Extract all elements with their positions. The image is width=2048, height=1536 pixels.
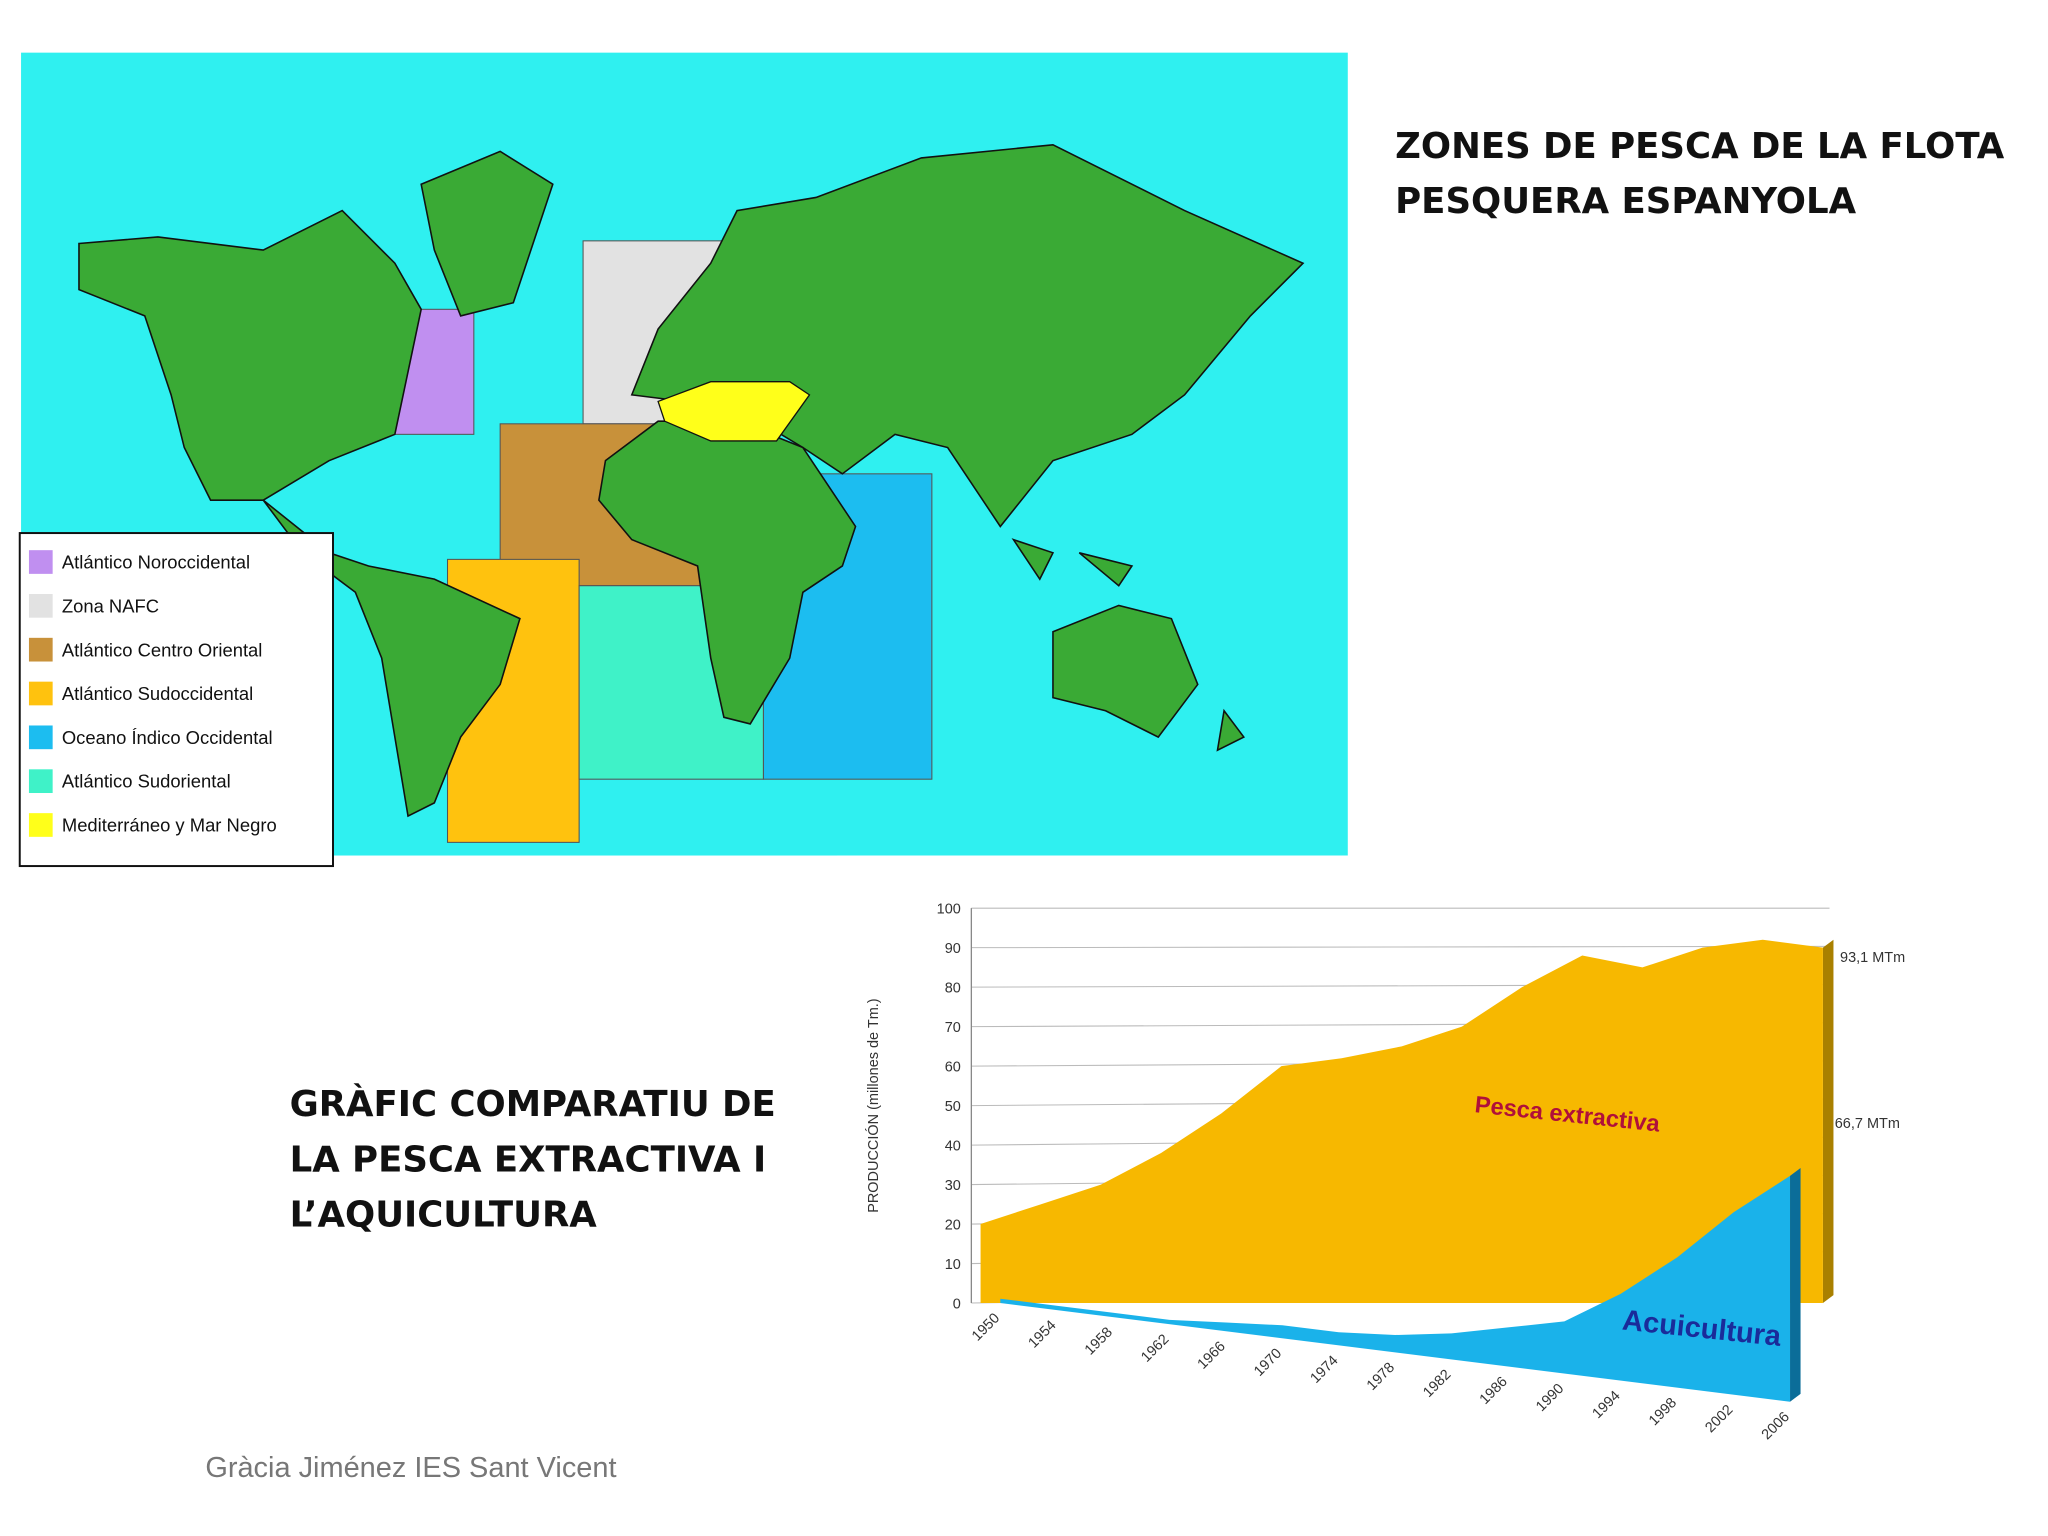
legend-swatch [28, 769, 53, 794]
y-tick-label: 70 [945, 1020, 961, 1036]
area-side [1822, 939, 1834, 1304]
annotation: 93,1 MTm [1840, 950, 1905, 966]
annotation: 66,7 MTm [1835, 1116, 1900, 1132]
mediterranean-zone [657, 381, 811, 442]
legend-swatch [28, 593, 53, 618]
area-side [1790, 1167, 1801, 1402]
legend-swatch [28, 725, 53, 750]
y-tick-label: 0 [953, 1296, 961, 1312]
series-area [1000, 1175, 1791, 1402]
legend-label: Zona NAFC [62, 595, 159, 616]
footer: Gràcia Jiménez IES Sant Vicent [205, 1452, 616, 1484]
y-tick-label: 60 [945, 1059, 961, 1075]
legend-label: Atlántico Sudoccidental [62, 683, 253, 704]
legend-swatch [28, 550, 53, 574]
legend-swatch [28, 681, 53, 706]
grid-line [971, 945, 1830, 949]
title: ZONES DE PESCA DE LA FLOTA [1395, 126, 2005, 167]
legend-swatch [28, 637, 53, 662]
y-tick-label: 20 [945, 1217, 961, 1233]
subtitle: LA PESCA EXTRACTIVA I [290, 1139, 767, 1180]
y-tick-label: 40 [945, 1138, 961, 1154]
y-tick-label: 10 [945, 1257, 961, 1273]
legend-label: Mediterráneo y Mar Negro [62, 815, 277, 836]
subtitle: GRÀFIC COMPARATIU DE [290, 1083, 776, 1125]
legend-label: Oceano Índico Occidental [62, 727, 273, 748]
y-tick-label: 100 [937, 901, 961, 917]
y-tick-label: 80 [945, 980, 961, 996]
series-area [980, 939, 1823, 1304]
y-tick-label: 30 [945, 1178, 961, 1194]
world-map: Atlántico Noroccidental Zona NAFC Atlántic… [18, 52, 1348, 868]
y-axis-label: PRODUCCIÓN (millones de Tm.) [865, 998, 882, 1212]
legend-swatch [28, 813, 53, 837]
y-tick-label: 50 [945, 1099, 961, 1115]
y-tick-label: 90 [945, 941, 961, 957]
subtitle: L’AQUICULTURA [290, 1195, 598, 1236]
legend-label: Atlántico Noroccidental [62, 552, 250, 573]
legend-label: Atlántico Centro Oriental [62, 639, 263, 660]
title: PESQUERA ESPANYOLA [1395, 181, 1856, 222]
legend-label: Atlántico Sudoriental [62, 771, 231, 792]
legend-box [18, 532, 334, 868]
continents [78, 143, 1305, 818]
